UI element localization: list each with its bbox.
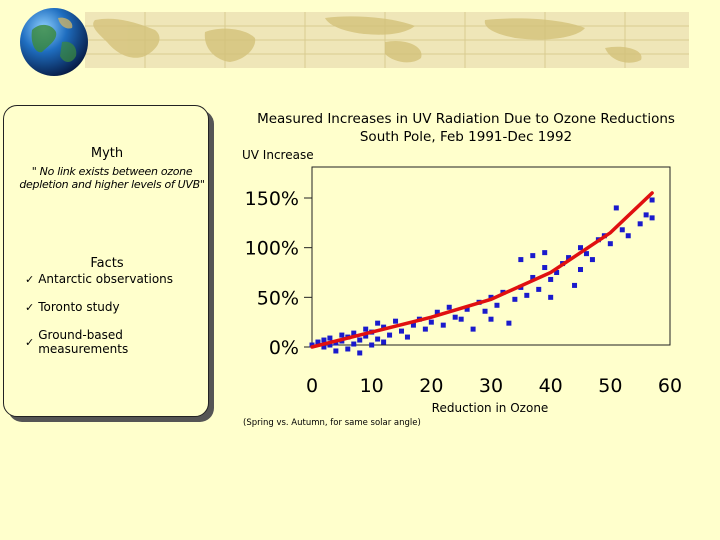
checkmark-icon: ✓	[25, 335, 35, 349]
data-point	[351, 330, 357, 336]
data-point	[649, 215, 655, 221]
data-point	[613, 205, 619, 211]
data-point	[321, 337, 327, 343]
data-point	[375, 320, 381, 326]
myth-statement: " No link exists between ozone depletion…	[19, 165, 205, 191]
data-point	[333, 340, 339, 346]
data-point	[440, 322, 446, 328]
data-point	[315, 339, 321, 345]
data-point	[578, 245, 583, 251]
data-point	[309, 342, 315, 348]
data-point	[327, 335, 333, 341]
map-banner	[85, 12, 689, 68]
y-axis-label: UV Increase	[242, 148, 314, 162]
chart-footnote: (Spring vs. Autumn, for same solar angle…	[243, 418, 421, 428]
data-point	[637, 221, 643, 227]
data-point	[643, 212, 649, 218]
data-point	[625, 233, 631, 239]
data-point	[494, 302, 500, 308]
y-tick-label: 50%	[257, 287, 299, 309]
data-point	[452, 314, 458, 320]
data-point	[572, 282, 578, 288]
data-point	[369, 342, 375, 348]
data-point	[554, 270, 560, 275]
x-tick-label: 10	[360, 375, 384, 397]
data-point	[351, 341, 357, 347]
checkmark-icon: ✓	[25, 300, 35, 314]
myth-facts-panel: Myth " No link exists between ozone depl…	[3, 105, 215, 423]
data-point	[387, 332, 393, 338]
data-point	[583, 251, 589, 257]
fit-curve	[310, 191, 654, 349]
data-point	[536, 286, 542, 292]
data-point	[422, 326, 428, 332]
data-point	[488, 316, 494, 322]
data-point	[578, 267, 583, 273]
data-point	[446, 304, 452, 310]
chart-title: Measured Increases in UV Radiation Due t…	[257, 111, 675, 127]
data-point	[619, 227, 625, 233]
data-point	[339, 332, 345, 338]
data-point	[464, 306, 470, 312]
data-point	[404, 334, 410, 340]
x-tick-label: 60	[658, 375, 682, 397]
chart-subtitle: South Pole, Feb 1991-Dec 1992	[359, 129, 573, 145]
data-point	[333, 348, 339, 354]
data-point	[363, 333, 369, 339]
fact-item: ✓ Toronto study	[25, 300, 120, 314]
data-point	[518, 257, 524, 263]
data-point	[530, 253, 536, 259]
data-point	[488, 294, 494, 300]
fact-item: ✓ Ground-based measurements	[25, 328, 129, 356]
data-point	[470, 326, 476, 332]
plot-area	[311, 166, 671, 346]
y-tick-label: 0%	[269, 337, 299, 359]
data-point	[428, 319, 434, 325]
data-point	[434, 309, 440, 315]
data-point	[381, 324, 387, 330]
data-point	[607, 241, 613, 247]
data-point	[482, 308, 488, 314]
x-axis-label: Reduction in Ozone	[431, 401, 549, 415]
data-point	[524, 292, 530, 298]
data-point	[542, 265, 548, 271]
data-point	[327, 342, 333, 348]
fact-item: ✓ Antarctic observations	[25, 272, 174, 286]
data-point	[548, 276, 554, 282]
data-point	[357, 350, 363, 356]
myth-heading: Myth	[90, 146, 124, 161]
data-point	[410, 322, 416, 328]
data-point	[393, 318, 399, 324]
data-point	[512, 296, 518, 302]
data-point	[399, 328, 404, 334]
data-point	[381, 339, 387, 345]
data-point	[548, 294, 554, 300]
data-point	[566, 255, 572, 261]
data-point	[375, 336, 381, 342]
x-tick-label: 50	[598, 375, 622, 397]
y-tick-label: 150%	[245, 188, 299, 210]
x-tick-label: 40	[539, 375, 563, 397]
globe-icon	[18, 6, 90, 78]
x-tick-label: 30	[479, 375, 503, 397]
facts-heading: Facts	[90, 256, 124, 271]
data-point	[649, 197, 655, 203]
data-point	[530, 274, 536, 280]
y-tick-label: 100%	[245, 238, 299, 260]
x-tick-label: 20	[419, 375, 443, 397]
data-point	[321, 344, 327, 350]
x-tick-label: 0	[306, 375, 318, 397]
data-point	[589, 257, 595, 263]
chart-title-block: Measured Increases in UV Radiation Due t…	[236, 110, 696, 146]
data-point	[363, 326, 369, 332]
data-point	[357, 337, 363, 343]
data-point	[345, 346, 351, 352]
data-point	[458, 316, 464, 322]
data-point	[506, 320, 512, 326]
data-point	[542, 250, 548, 256]
checkmark-icon: ✓	[25, 272, 35, 286]
